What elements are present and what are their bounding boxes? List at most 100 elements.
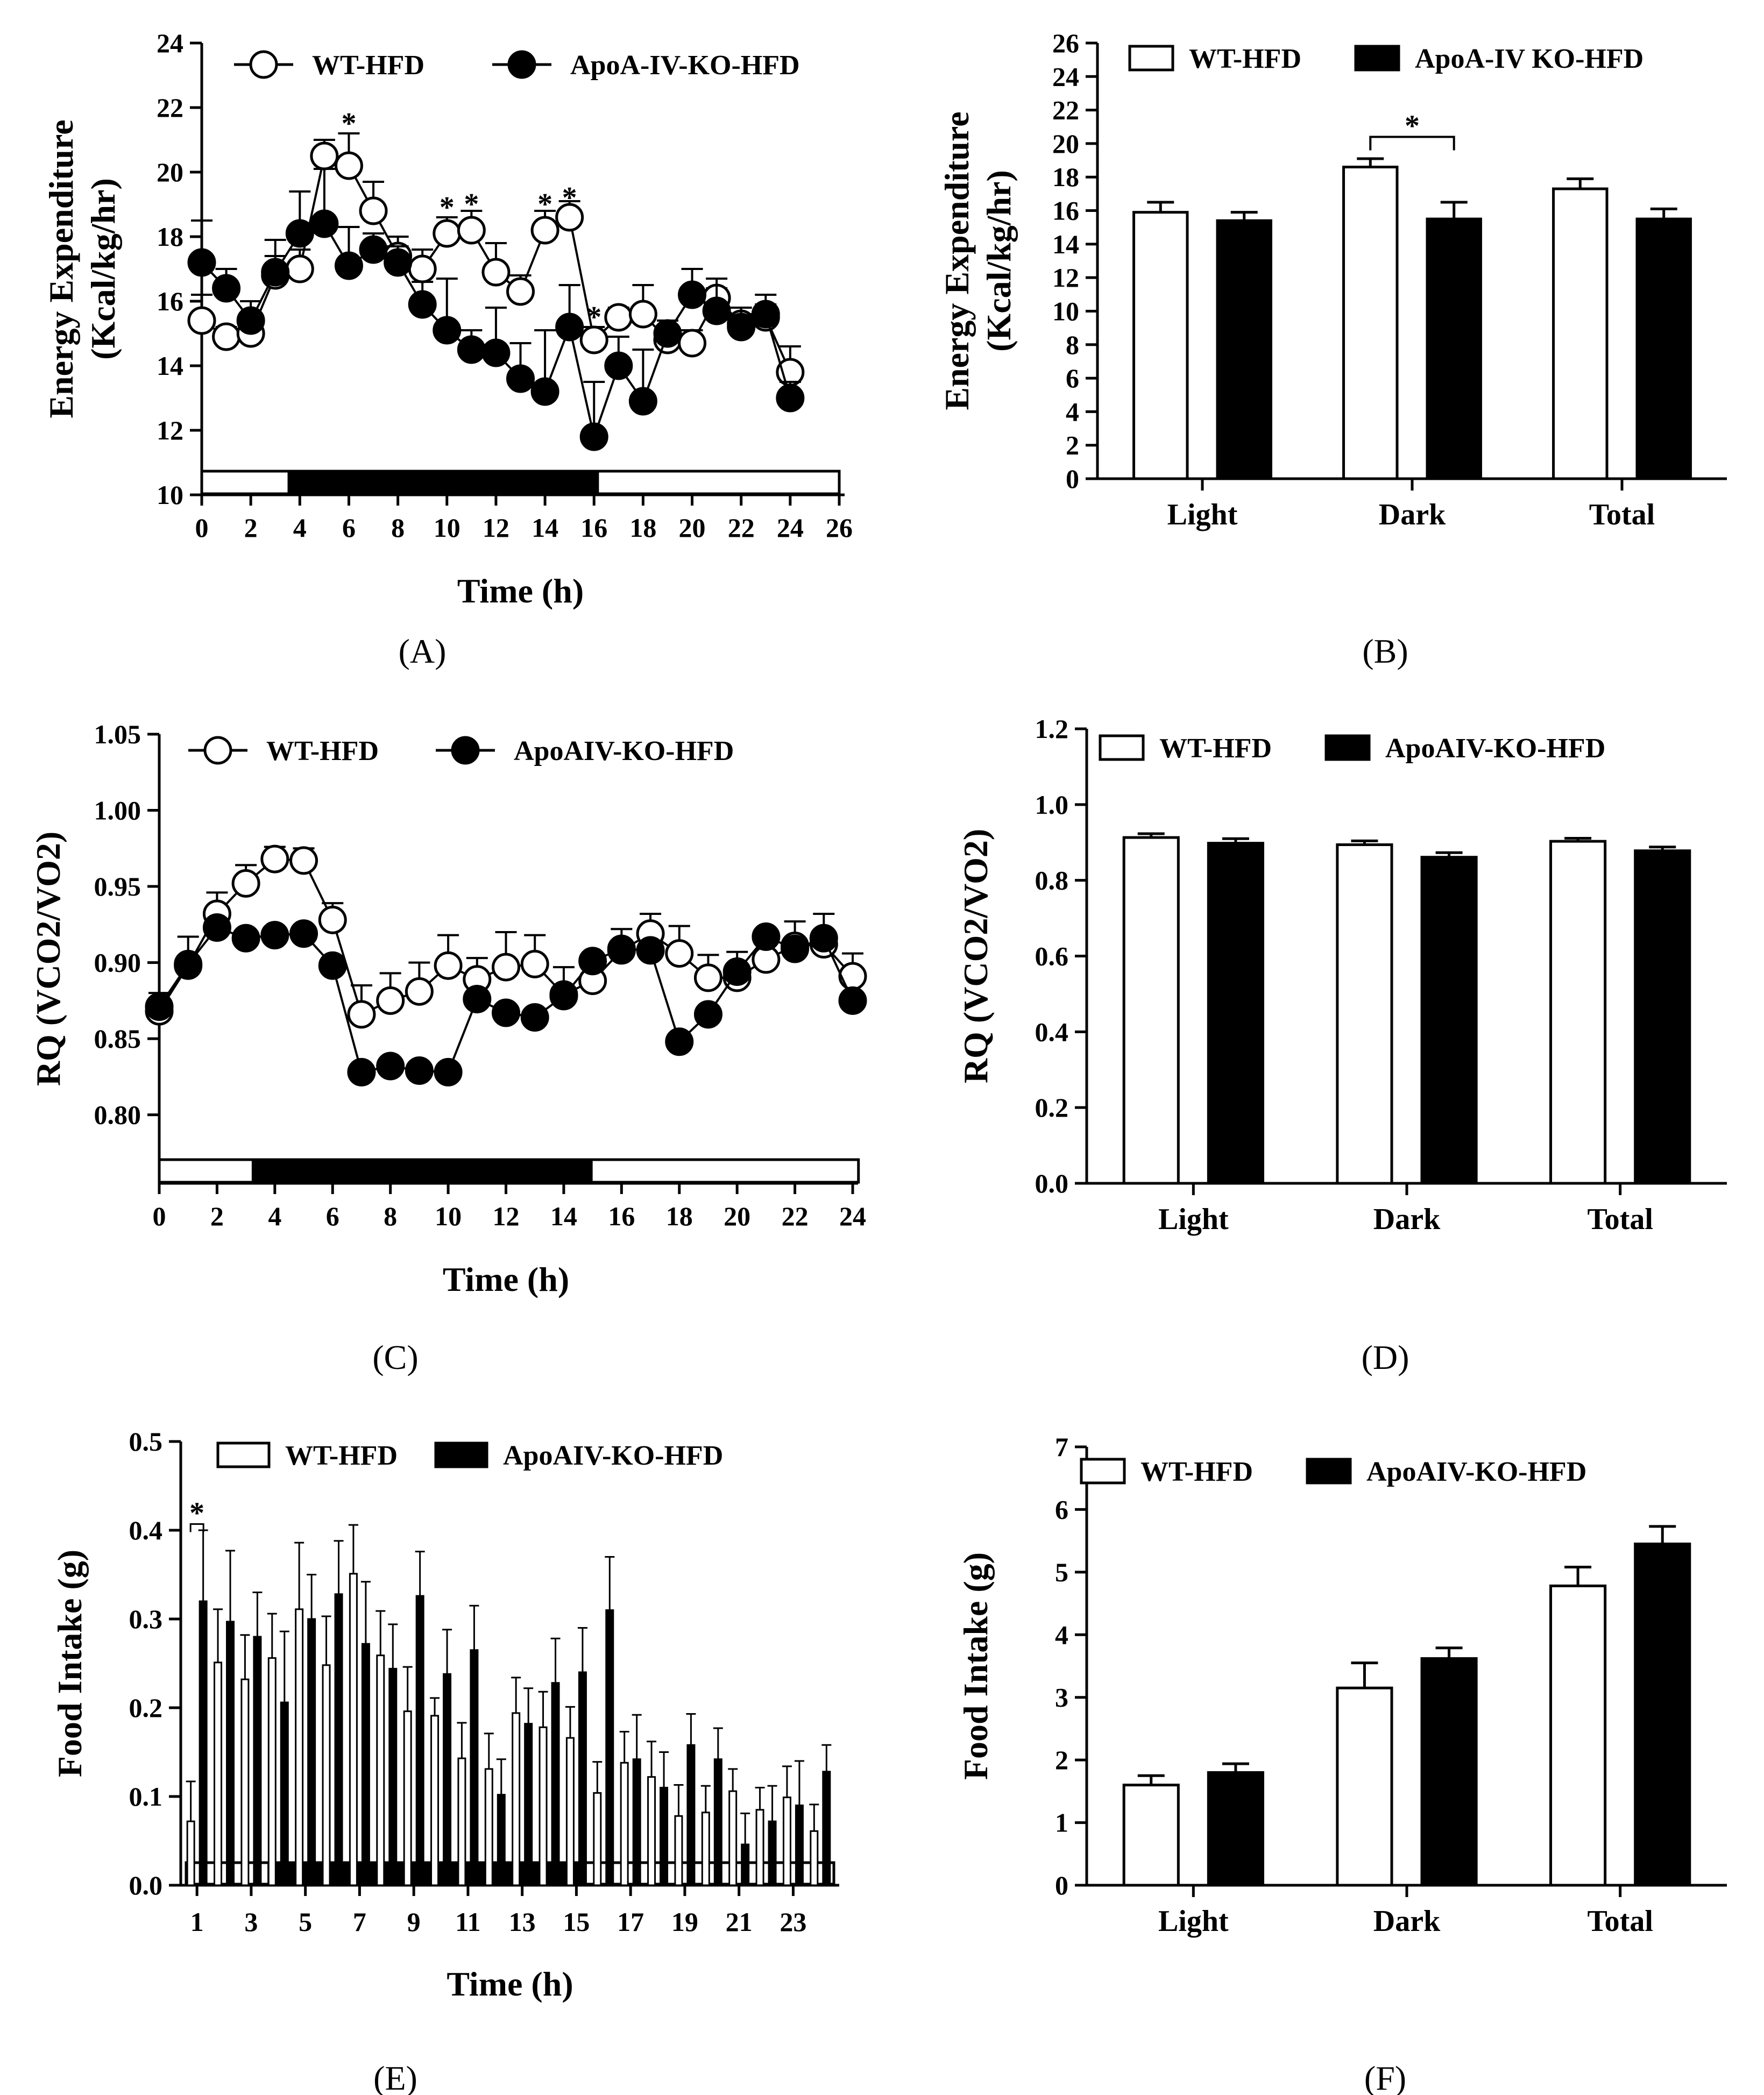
x-tick-label: 16 [580, 513, 607, 543]
data-point-open [457, 216, 486, 245]
data-point-open [334, 151, 363, 180]
x-tick-label: 20 [724, 1201, 750, 1231]
data-point-filled [261, 258, 290, 287]
legend-label: WT-HFD [1189, 44, 1301, 74]
data-point-open [187, 306, 216, 335]
significance-marker: * [1405, 109, 1420, 143]
bar-ko [334, 1593, 343, 1886]
data-point-filled [506, 364, 535, 393]
data-point-filled [289, 919, 318, 948]
data-point-open [347, 1000, 376, 1029]
bar-ko [388, 1667, 398, 1886]
bar-wt [782, 1796, 791, 1886]
data-point-filled [653, 319, 682, 348]
bar-wt [755, 1809, 764, 1886]
bar-ko [1635, 217, 1692, 480]
y-tick-label: 0.95 [94, 871, 141, 901]
data-point-filled [809, 924, 838, 953]
y-tick-label: 0 [1055, 1870, 1068, 1900]
data-point-open [318, 905, 347, 934]
data-point-filled [310, 209, 339, 238]
data-point-filled [384, 248, 413, 277]
bar-wt [1336, 1686, 1393, 1887]
y-tick-label: 1 [1055, 1808, 1068, 1838]
data-point-filled [318, 951, 347, 980]
y-axis-label: RQ (VCO2/VO2) [957, 829, 995, 1083]
x-tick-label: 16 [608, 1201, 635, 1231]
legend-label: ApoAIV-KO-HFD [514, 736, 734, 766]
significance-marker: * [464, 188, 479, 221]
data-point-filled [751, 300, 780, 329]
y-tick-label: 0.0 [1035, 1168, 1069, 1198]
y-axis-label-line: (Kcal/kg/hr) [980, 170, 1018, 352]
bar-wt [349, 1573, 358, 1886]
data-point-filled [212, 274, 241, 303]
significance-bracket [189, 1523, 204, 1532]
x-tick-label: 20 [679, 513, 706, 543]
x-tick-label: 13 [509, 1907, 536, 1937]
x-tick-label: 11 [455, 1907, 480, 1937]
bar-wt [1122, 1784, 1180, 1887]
bar-ko [1207, 842, 1264, 1185]
legend-label: ApoA-IV KO-HFD [1415, 44, 1643, 74]
legend-label: WT-HFD [1159, 733, 1272, 764]
data-point-open [693, 963, 722, 992]
bar-ko [795, 1805, 804, 1886]
bar-ko [199, 1600, 208, 1886]
x-tick-label: 18 [629, 513, 656, 543]
y-tick-label: 1.00 [94, 796, 141, 826]
x-tick-label: 6 [342, 513, 356, 543]
bar-wt [295, 1608, 304, 1886]
bar-ko [632, 1758, 641, 1886]
bar-ko [605, 1609, 614, 1886]
y-tick-label: 20 [1052, 129, 1079, 159]
legend-filled-circle-icon [451, 736, 480, 765]
data-point-filled [359, 235, 388, 264]
data-point-open [359, 196, 388, 225]
data-point-open [838, 962, 867, 991]
data-point-filled [752, 922, 781, 951]
significance-marker: * [189, 1496, 204, 1530]
x-tick-label: 1 [190, 1907, 204, 1937]
y-tick-label: 6 [1066, 363, 1079, 393]
y-axis-label: Energy Expenditure (Kcal/kg/hr) [938, 111, 1018, 410]
x-tick-label: 24 [777, 513, 804, 543]
y-tick-label: 1.05 [94, 719, 141, 749]
data-point-open [212, 322, 241, 351]
data-point-filled [457, 335, 486, 364]
x-tick-label: 22 [728, 513, 755, 543]
data-point-filled [231, 924, 260, 953]
bar-ko [1216, 219, 1272, 480]
data-point-filled [145, 992, 174, 1021]
y-axis-label: Food Intake (g) [51, 1550, 89, 1777]
y-axis-label: RQ (VCO2/VO2) [29, 832, 67, 1086]
data-point-open [530, 216, 559, 245]
x-tick-label: 7 [353, 1907, 366, 1937]
significance-bracket [1369, 136, 1455, 151]
y-tick-label: 4 [1066, 396, 1079, 427]
category-label: Dark [1373, 1905, 1441, 1938]
x-tick-label: 19 [671, 1907, 698, 1937]
x-tick-label: 22 [782, 1201, 809, 1231]
category-label: Light [1167, 498, 1238, 531]
y-tick-label: 0 [1066, 464, 1079, 494]
data-point-open [520, 949, 549, 978]
legend-label: ApoAIV-KO-HFD [1366, 1457, 1586, 1487]
panel-label: (B) [1362, 632, 1408, 670]
data-point-filled [702, 296, 731, 325]
bar-wt [1336, 843, 1393, 1185]
bar-wt [1122, 836, 1180, 1185]
x-tick-label: 2 [210, 1201, 224, 1231]
x-tick-label: 0 [195, 513, 209, 543]
category-label: Light [1158, 1905, 1229, 1938]
x-tick-label: 10 [435, 1201, 462, 1231]
data-point-filled [727, 313, 756, 342]
bar-wt [430, 1715, 440, 1886]
y-tick-label: 0.85 [94, 1024, 141, 1054]
y-tick-label: 12 [157, 415, 183, 445]
x-tick-label: 5 [299, 1907, 312, 1937]
data-point-open [434, 951, 463, 980]
